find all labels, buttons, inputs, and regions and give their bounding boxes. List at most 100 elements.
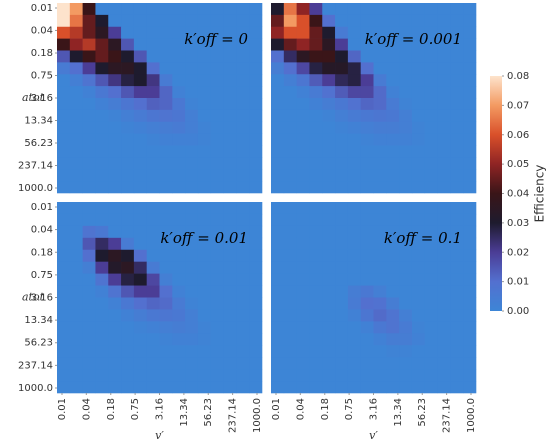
heat-cell: [283, 157, 297, 170]
heat-cell: [386, 3, 400, 16]
heat-cell: [360, 14, 374, 28]
heat-cell: [309, 98, 323, 111]
heat-cell: [437, 369, 451, 382]
heat-cell: [69, 157, 83, 170]
heat-cell: [146, 309, 160, 322]
heat-cell: [133, 38, 147, 51]
heat-cell: [463, 321, 477, 334]
heat-cell: [95, 169, 109, 182]
heat-cell: [450, 369, 464, 382]
colorbar-tick-label: 0.02: [507, 247, 529, 258]
heat-cell: [223, 181, 237, 194]
heat-cell: [463, 333, 477, 346]
heat-cell: [373, 86, 387, 99]
heat-cell: [373, 333, 387, 346]
heat-cell: [283, 273, 297, 286]
heat-cell: [373, 74, 387, 87]
heat-cell: [197, 321, 212, 334]
heat-cell: [223, 169, 237, 182]
heat-cell: [296, 321, 310, 334]
heat-cell: [360, 38, 374, 51]
heat-cell: [322, 345, 336, 358]
heat-cell: [69, 133, 83, 146]
heat-cell: [210, 133, 224, 146]
heat-cell: [309, 62, 323, 75]
heat-cell: [133, 169, 147, 182]
heat-cell: [69, 285, 83, 298]
heat-cell: [82, 309, 96, 322]
heat-cell: [121, 213, 135, 227]
heat-cell: [283, 3, 297, 16]
heat-cell: [386, 297, 400, 310]
heat-cell: [121, 202, 135, 215]
heat-cell: [373, 169, 387, 182]
heat-cell: [386, 145, 400, 158]
heat-cell: [437, 237, 451, 251]
heat-cell: [347, 62, 361, 75]
heat-cell: [146, 297, 160, 310]
heat-cell: [360, 225, 374, 239]
heat-cell: [309, 133, 323, 146]
heat-cell: [108, 345, 122, 358]
heat-cell: [159, 121, 173, 134]
colorbar-tick-label: 0.08: [507, 71, 529, 82]
heat-cell: [347, 3, 361, 16]
heat-cell: [236, 285, 250, 298]
heat-cell: [236, 109, 250, 123]
heat-cell: [322, 145, 336, 158]
heat-cell: [236, 321, 250, 334]
heat-cell: [133, 297, 147, 310]
heat-cell: [95, 86, 109, 99]
heat-cell: [309, 237, 323, 251]
heat-cell: [121, 225, 135, 239]
heat-cell: [437, 86, 451, 99]
heat-cell: [146, 381, 160, 394]
heat-cell: [121, 369, 135, 382]
heat-cell: [172, 285, 186, 298]
heat-cell: [159, 309, 173, 322]
heat-cell: [373, 121, 387, 134]
heat-cell: [283, 181, 297, 194]
heat-cell: [57, 345, 71, 358]
heat-cell: [373, 309, 387, 322]
heat-cell: [82, 321, 96, 334]
heat-cell: [271, 357, 285, 370]
heat-cell: [450, 145, 464, 158]
heat-cell: [437, 261, 451, 274]
heat-cell: [347, 74, 361, 87]
heat-cell: [373, 297, 387, 310]
x-tick-label: 1000.0: [252, 398, 263, 433]
heat-cell: [185, 86, 199, 99]
heat-cell: [172, 321, 186, 334]
heat-cell: [463, 3, 477, 16]
heat-cell: [424, 157, 438, 170]
heat-cell: [424, 62, 438, 75]
heat-cell: [236, 261, 250, 274]
heat-cell: [57, 62, 71, 75]
heat-cell: [108, 333, 122, 346]
colorbar-tick-label: 0.04: [507, 189, 529, 200]
heat-cell: [249, 309, 263, 322]
heat-cell: [133, 273, 147, 286]
heat-cell: [271, 3, 285, 16]
heat-cell: [121, 181, 135, 194]
heat-cell: [185, 181, 199, 194]
heat-cell: [159, 381, 173, 394]
heat-cell: [133, 109, 147, 123]
heat-cell: [360, 121, 374, 134]
heat-cell: [95, 121, 109, 134]
heat-cell: [159, 273, 173, 286]
heat-cell: [133, 321, 147, 334]
heat-cell: [223, 273, 237, 286]
heat-cell: [309, 333, 323, 346]
heat-cell: [82, 38, 96, 51]
x-tick-label: 0.18: [320, 398, 331, 420]
heat-cell: [108, 273, 122, 286]
heat-cell: [437, 225, 451, 239]
heat-cell: [309, 38, 323, 51]
heat-cell: [172, 181, 186, 194]
heat-cell: [133, 74, 147, 87]
heat-cell: [399, 62, 413, 75]
heat-cell: [236, 3, 250, 16]
heat-cell: [57, 297, 71, 310]
